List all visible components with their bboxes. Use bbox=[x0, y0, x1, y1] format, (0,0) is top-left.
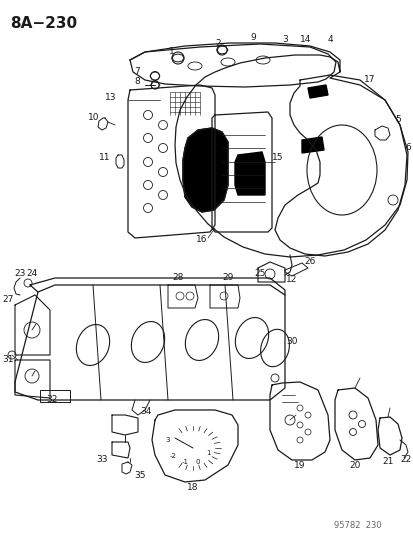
Text: 3: 3 bbox=[281, 36, 287, 44]
Text: 17: 17 bbox=[363, 76, 375, 85]
Text: 24: 24 bbox=[26, 270, 38, 279]
Bar bbox=[40, 390, 70, 402]
Text: 8: 8 bbox=[134, 77, 140, 86]
Text: 33: 33 bbox=[96, 456, 108, 464]
Text: 11: 11 bbox=[98, 154, 110, 163]
Text: 29: 29 bbox=[222, 273, 233, 282]
Text: 5: 5 bbox=[394, 116, 400, 125]
Text: 9: 9 bbox=[249, 34, 255, 43]
Text: 25: 25 bbox=[254, 270, 265, 279]
Polygon shape bbox=[307, 85, 327, 98]
Text: 26: 26 bbox=[304, 257, 315, 266]
Text: 35: 35 bbox=[134, 471, 145, 480]
Text: 31: 31 bbox=[2, 356, 14, 365]
Text: 3: 3 bbox=[165, 437, 170, 443]
Text: 21: 21 bbox=[381, 457, 393, 466]
Text: -2: -2 bbox=[169, 453, 176, 459]
Text: 16: 16 bbox=[196, 236, 207, 245]
Text: 13: 13 bbox=[104, 93, 116, 101]
Text: 27: 27 bbox=[2, 295, 14, 304]
Polygon shape bbox=[235, 152, 264, 195]
Text: 28: 28 bbox=[172, 273, 183, 282]
Text: 4: 4 bbox=[326, 36, 332, 44]
Text: 1: 1 bbox=[205, 450, 210, 456]
Text: 15: 15 bbox=[272, 152, 283, 161]
Text: 10: 10 bbox=[88, 114, 100, 123]
Text: 7: 7 bbox=[134, 68, 140, 77]
Polygon shape bbox=[301, 137, 323, 153]
Text: 14: 14 bbox=[299, 36, 311, 44]
Text: -1: -1 bbox=[181, 459, 188, 465]
Text: 34: 34 bbox=[140, 408, 151, 416]
Polygon shape bbox=[183, 128, 228, 212]
Text: 19: 19 bbox=[294, 461, 305, 470]
Text: 23: 23 bbox=[14, 270, 26, 279]
Text: 18: 18 bbox=[187, 482, 198, 491]
Text: 2: 2 bbox=[215, 39, 220, 49]
Text: 95782  230: 95782 230 bbox=[333, 521, 381, 530]
Text: 32: 32 bbox=[46, 395, 57, 405]
Text: 8A−230: 8A−230 bbox=[10, 16, 77, 31]
Text: 6: 6 bbox=[404, 143, 410, 152]
Text: 12: 12 bbox=[286, 276, 297, 285]
Text: 1: 1 bbox=[169, 47, 175, 56]
Text: 0: 0 bbox=[195, 459, 200, 465]
Text: 20: 20 bbox=[349, 461, 360, 470]
Text: 22: 22 bbox=[399, 456, 411, 464]
Text: 30: 30 bbox=[285, 337, 297, 346]
